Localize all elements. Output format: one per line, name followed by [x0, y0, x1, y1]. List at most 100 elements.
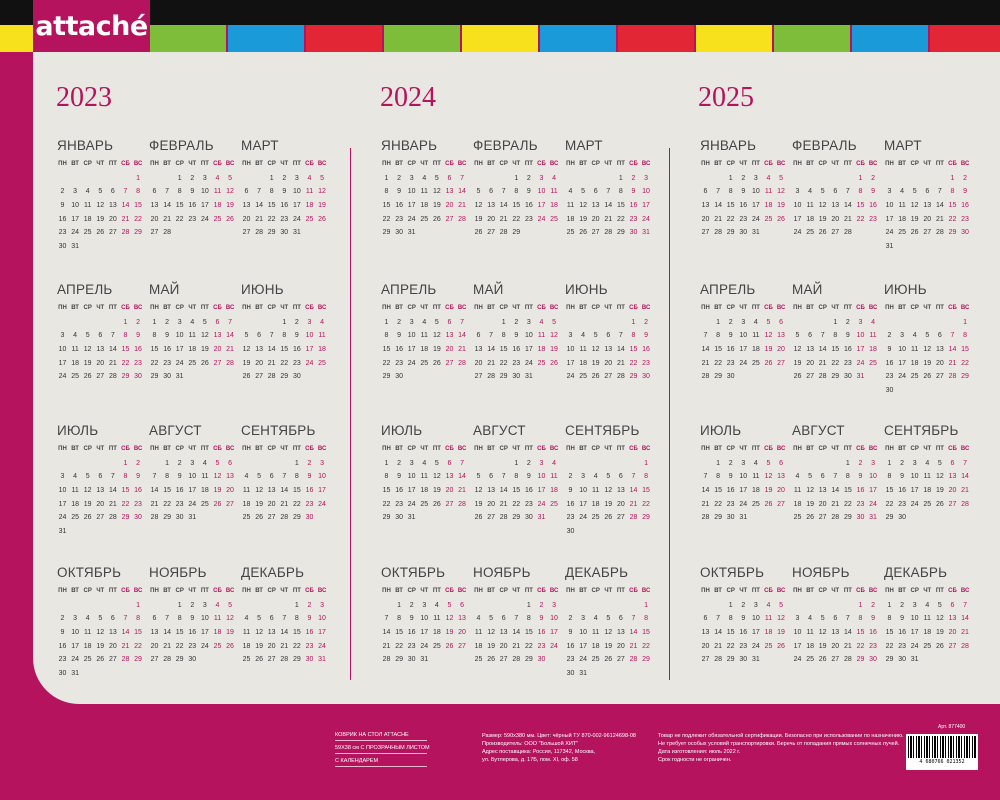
- day-cell: 18: [764, 629, 773, 637]
- day-cell: 6: [476, 332, 481, 340]
- weekday-header: ЧТ: [739, 161, 748, 167]
- day-cell: 24: [642, 215, 650, 223]
- day-cell: 14: [458, 332, 466, 340]
- day-cell: 13: [96, 487, 105, 495]
- day-cell: 30: [629, 229, 638, 237]
- day-cell: 30: [739, 656, 748, 664]
- day-cell: 16: [280, 202, 289, 210]
- day-cell: 8: [397, 615, 402, 623]
- day-cell: 25: [793, 514, 802, 522]
- day-cell: 28: [280, 514, 289, 522]
- day-blank: [565, 457, 576, 471]
- month-name: МАРТ: [241, 138, 279, 153]
- day-cell: 12: [591, 346, 600, 354]
- day-cell: 19: [226, 202, 234, 210]
- barcode-bars: [908, 736, 976, 758]
- day-cell: 14: [714, 629, 722, 637]
- day-cell: 6: [110, 615, 115, 623]
- day-cell: 6: [606, 332, 611, 340]
- day-cell: 14: [831, 487, 840, 495]
- day-cell: 21: [714, 215, 722, 223]
- day-cell: 1: [644, 601, 649, 609]
- day-cell: 15: [831, 346, 840, 354]
- month-name: ИЮНЬ: [565, 282, 608, 297]
- day-cell: 11: [201, 473, 209, 481]
- day-cell: 2: [539, 601, 544, 609]
- day-cell: 1: [136, 601, 141, 609]
- day-cell: 6: [779, 318, 784, 326]
- day-cell: 1: [294, 601, 299, 609]
- day-cell: 12: [818, 629, 827, 637]
- day-cell: 21: [843, 642, 852, 650]
- day-cell: 30: [566, 528, 575, 536]
- weekday-header: ЧТ: [604, 161, 613, 167]
- day-cell: 30: [134, 514, 142, 522]
- day-cell: 30: [280, 229, 289, 237]
- day-cell: 15: [948, 202, 957, 210]
- day-cell: 4: [202, 459, 207, 467]
- day-cell: 20: [108, 215, 117, 223]
- day-cell: 3: [202, 601, 207, 609]
- weekday-header: ЧТ: [923, 305, 932, 311]
- color-tab: [384, 25, 460, 52]
- day-cell: 11: [592, 487, 600, 495]
- day-cell: 14: [935, 202, 944, 210]
- day-cell: 8: [716, 332, 721, 340]
- day-cell: 29: [885, 514, 894, 522]
- day-cell: 28: [499, 514, 508, 522]
- day-cell: 9: [871, 615, 876, 623]
- day-cell: 23: [512, 359, 521, 367]
- day-cell: 13: [604, 346, 613, 354]
- day-blank: [934, 316, 945, 330]
- month-2024-1: ЯНВАРЬ ПН ВТ СР ЧТ ПТ СБ ВС 1 2 3 4 5 6 7 8 9 10 11 12 13 14 1…: [381, 138, 469, 240]
- day-cell: 25: [318, 359, 326, 367]
- weekday-header: ЧТ: [96, 588, 105, 594]
- day-cell: 29: [163, 514, 171, 522]
- day-cell: 8: [136, 615, 141, 623]
- day-cell: 2: [644, 318, 649, 326]
- month-name: СЕНТЯБРЬ: [884, 423, 959, 438]
- day-cell: 2: [900, 601, 905, 609]
- day-cell: 31: [537, 514, 546, 522]
- day-cell: 3: [581, 473, 586, 481]
- day-cell: 27: [487, 229, 495, 237]
- weekday-header: ПН: [793, 588, 802, 594]
- weekday-header: ПТ: [292, 446, 301, 452]
- day-cell: 2: [165, 318, 170, 326]
- day-cell: 17: [885, 215, 894, 223]
- day-cell: 29: [831, 373, 840, 381]
- day-cell: 20: [213, 346, 222, 354]
- weekday-header: ВС: [549, 161, 559, 167]
- day-cell: 12: [923, 346, 932, 354]
- weekday-header: ВС: [641, 161, 651, 167]
- weekday-header: ВТ: [395, 446, 403, 452]
- weekday-header: ЧТ: [923, 161, 932, 167]
- day-cell: 13: [267, 487, 276, 495]
- day-cell: 31: [58, 528, 67, 536]
- weekday-header: ЧТ: [512, 588, 521, 594]
- day-cell: 13: [445, 473, 454, 481]
- weekday-header: СР: [499, 161, 508, 167]
- weekday-header: СБ: [948, 588, 957, 594]
- month-name: ФЕВРАЛЬ: [473, 138, 538, 153]
- day-cell: 7: [257, 188, 262, 196]
- day-blank: [817, 599, 828, 613]
- day-cell: 16: [537, 629, 546, 637]
- day-cell: 3: [539, 459, 544, 467]
- day-cell: 28: [121, 229, 130, 237]
- day-grid: ПН ВТ СР ЧТ ПТ СБ ВС 1 2 3 4 5 6 7 8 9 10 11 12 13 14 15 16 17 1…: [884, 302, 972, 398]
- day-cell: 6: [460, 601, 465, 609]
- day-cell: 5: [434, 318, 439, 326]
- day-cell: 6: [489, 188, 494, 196]
- weekday-header: ЧТ: [280, 446, 289, 452]
- weekday-header: ЧТ: [831, 161, 840, 167]
- day-cell: 11: [242, 629, 251, 637]
- day-cell: 6: [820, 473, 825, 481]
- weekday-header: СР: [175, 588, 184, 594]
- color-tab: [0, 25, 33, 52]
- weekday-header: ВС: [641, 446, 651, 452]
- day-cell: 8: [858, 188, 863, 196]
- day-cell: 11: [71, 487, 79, 495]
- day-cell: 26: [818, 656, 827, 664]
- day-cell: 30: [566, 670, 575, 678]
